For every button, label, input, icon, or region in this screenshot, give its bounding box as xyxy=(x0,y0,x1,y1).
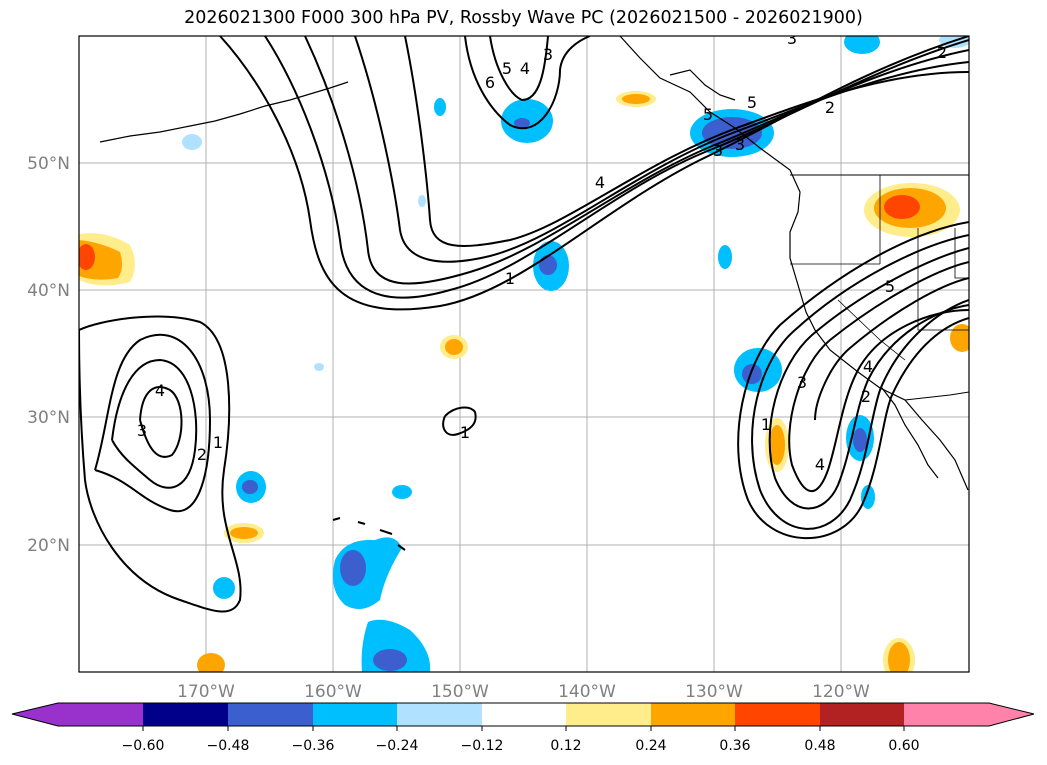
contour-east-trough-1 xyxy=(751,234,969,530)
contour-east-trough-3 xyxy=(788,261,969,492)
hawaii-islands xyxy=(332,517,406,551)
pv-anomaly-shading xyxy=(79,36,969,672)
colorbar-bin xyxy=(58,703,143,726)
map-frame xyxy=(78,35,970,673)
colorbar-bin xyxy=(820,703,904,726)
colorbar-extend-max xyxy=(989,703,1034,726)
contour-label: 3 xyxy=(787,29,797,48)
state-border-5 xyxy=(954,228,969,279)
contour-west-trough-1 xyxy=(79,315,242,613)
contour-label: 1 xyxy=(761,415,771,434)
colorbar-bin xyxy=(735,703,820,726)
contour-labels: 3 5 4 6 5 3 2 4 1 5 2 4 3 1 3 2 1 4 3 1 … xyxy=(137,29,947,474)
contour-label: 4 xyxy=(815,455,825,474)
colorbar-tick-label: −0.48 xyxy=(207,738,250,754)
contour-label: 5 xyxy=(502,59,512,78)
north-america-coast xyxy=(619,36,969,491)
contour-jet-5 xyxy=(404,36,969,247)
lat-label: 30°N xyxy=(27,408,70,428)
contour-label: 4 xyxy=(155,381,165,400)
lat-labels: 50°N 40°N 30°N 20°N xyxy=(27,154,70,556)
colorbar-tick-label: 0.36 xyxy=(719,738,750,754)
contour-label: 3 xyxy=(543,45,553,64)
contour-label: 4 xyxy=(520,59,530,78)
contour-west-trough-4 xyxy=(139,386,183,458)
lon-label: 120°W xyxy=(812,682,870,702)
contour-label: 2 xyxy=(861,387,871,406)
coastlines xyxy=(99,36,969,551)
contour-small-1 xyxy=(442,406,477,436)
colorbar-bin xyxy=(228,703,313,726)
lon-label: 130°W xyxy=(685,682,743,702)
lon-label: 140°W xyxy=(558,682,616,702)
colorbar-bin xyxy=(397,703,482,726)
contour-label: 2 xyxy=(825,98,835,117)
lat-label: 40°N xyxy=(27,281,70,301)
alaska-panhandle xyxy=(669,69,736,101)
colorbar-bin xyxy=(313,703,397,726)
colorbar-tick-label: −0.60 xyxy=(122,738,165,754)
contour-label: 5 xyxy=(703,105,713,124)
contour-west-trough-3 xyxy=(111,358,198,489)
contour-label: 6 xyxy=(485,73,495,92)
contour-label: 4 xyxy=(595,173,605,192)
colorbar: −0.60 −0.48 −0.36 −0.24 −0.12 0.12 0.24 … xyxy=(11,702,1035,754)
lat-label: 50°N xyxy=(27,154,70,174)
colorbar-bin xyxy=(566,703,651,726)
contour-label: 2 xyxy=(937,43,947,62)
lat-label: 20°N xyxy=(27,536,70,556)
colorbar-tick-label: −0.24 xyxy=(376,738,419,754)
colorbar-tick-label: −0.36 xyxy=(292,738,335,754)
colorbar-extend-min xyxy=(12,703,58,726)
contour-label: 3 xyxy=(797,373,807,392)
contour-label: 5 xyxy=(885,277,895,296)
contour-east-trough-5 xyxy=(814,277,969,421)
colorbar-bin xyxy=(143,703,228,726)
contour-jet-4 xyxy=(354,36,969,263)
state-border-4 xyxy=(837,299,906,361)
contour-label: 1 xyxy=(460,423,470,442)
contour-north-lobe xyxy=(464,36,591,130)
lon-labels: 170°W 160°W 150°W 140°W 130°W 120°W xyxy=(177,682,870,702)
colorbar-tick-label: 0.12 xyxy=(550,738,581,754)
colorbar-tick-label: 0.60 xyxy=(888,738,919,754)
contour-label: 4 xyxy=(863,357,873,376)
figure-title: 2026021300 F000 300 hPa PV, Rossby Wave … xyxy=(184,8,863,28)
gridlines xyxy=(79,36,969,672)
lon-label: 160°W xyxy=(304,682,362,702)
state-border-3 xyxy=(917,228,969,331)
contour-label: 1 xyxy=(213,433,223,452)
lon-label: 170°W xyxy=(177,682,235,702)
us-mexico-border xyxy=(904,391,969,401)
contour-east-trough-2 xyxy=(768,247,969,510)
contour-jet-2 xyxy=(264,36,969,299)
contour-label: 1 xyxy=(505,269,515,288)
colorbar-tick-label: −0.12 xyxy=(461,738,504,754)
contour-label: 5 xyxy=(747,93,757,112)
colorbar-tick-label: 0.24 xyxy=(635,738,666,754)
contour-label: 2 xyxy=(197,445,207,464)
colorbar-bin xyxy=(651,703,735,726)
colorbar-bin xyxy=(482,703,566,726)
baja-california xyxy=(881,387,939,479)
contour-west-trough-2 xyxy=(94,333,212,513)
contour-label: 3 xyxy=(735,135,745,154)
colorbar-bin xyxy=(904,703,989,726)
lon-label: 150°W xyxy=(431,682,489,702)
contour-label: 3 xyxy=(137,421,147,440)
colorbar-tick-label: 0.48 xyxy=(804,738,835,754)
contour-east-trough-4 xyxy=(737,221,969,540)
aleutian-islands xyxy=(99,81,349,143)
pv-contours xyxy=(79,36,969,613)
contour-label: 3 xyxy=(713,141,723,160)
